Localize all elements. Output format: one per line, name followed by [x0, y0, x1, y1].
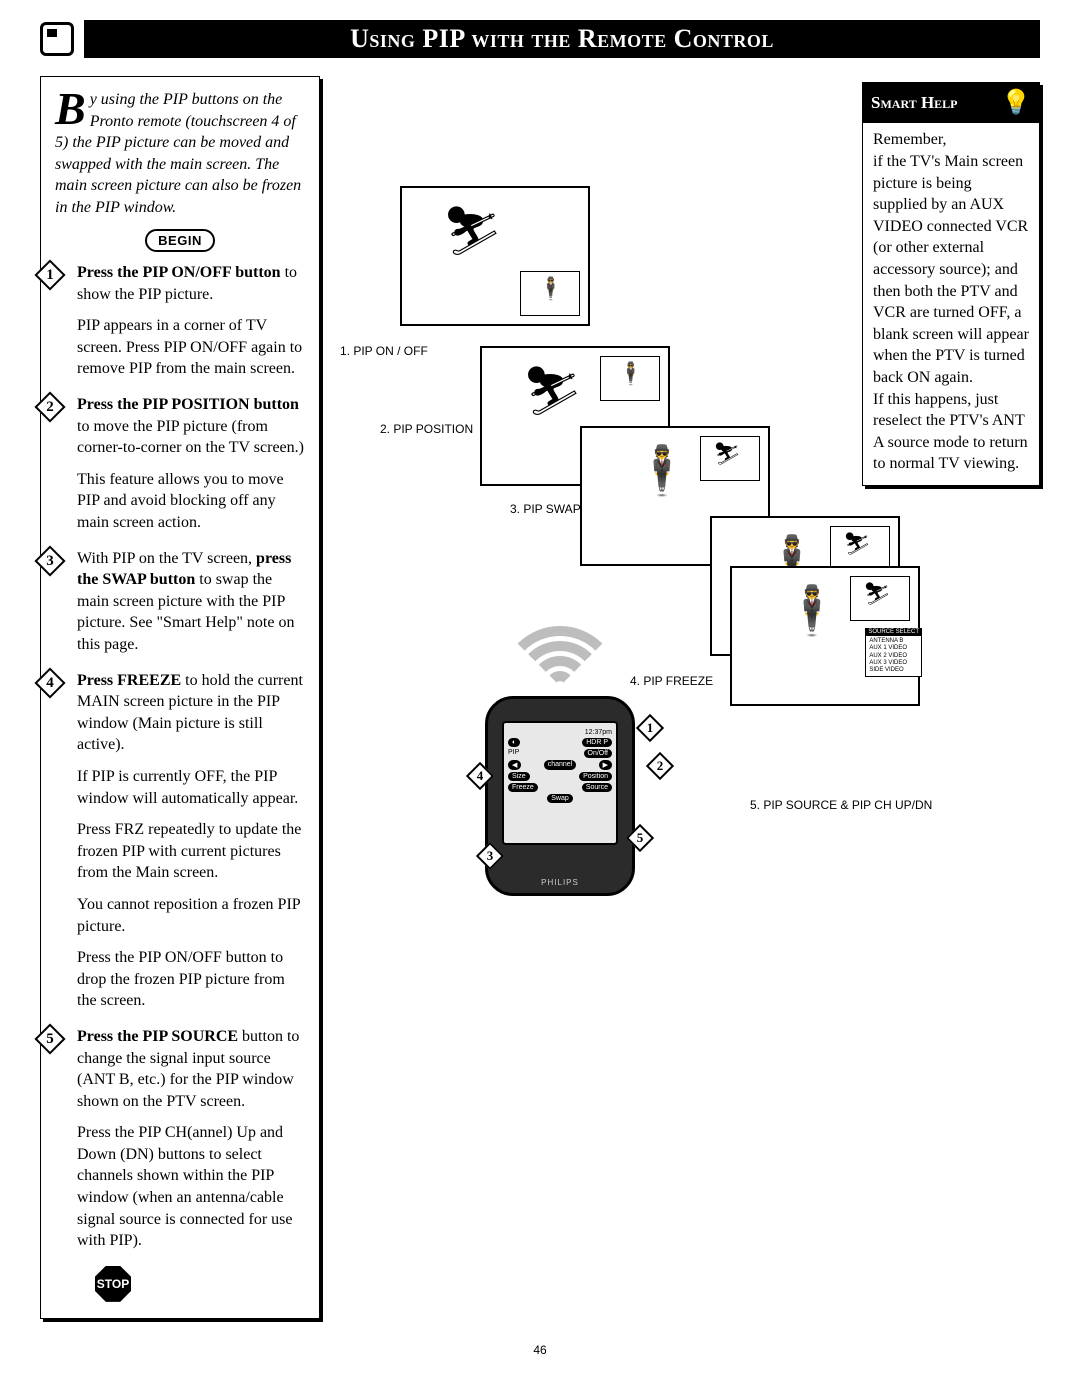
intro-text: By using the PIP buttons on the Pronto r… [55, 89, 305, 219]
remote-hdr: HDR P [582, 738, 612, 747]
remote-channel: channel [544, 760, 577, 770]
remote-freeze: Freeze [508, 783, 538, 792]
pip-window: ⛷ [700, 436, 760, 481]
conductor-icon: 🕴 [782, 588, 842, 636]
signal-icon [500, 606, 620, 686]
step: 5Press the PIP SOURCE button to change t… [55, 1026, 305, 1252]
skier-icon: ⛷ [843, 533, 871, 555]
step-paragraph: This feature allows you to move PIP and … [77, 469, 305, 534]
skier-icon: ⛷ [713, 443, 741, 465]
header-row: Using PIP with the Remote Control [40, 20, 1040, 58]
source-menu-item: ANTENNA B [869, 638, 918, 645]
skier-icon: ⛷ [863, 583, 891, 605]
step: 3With PIP on the TV screen, press the SW… [55, 548, 305, 656]
source-menu-item: AUX 1 VIDEO [869, 645, 918, 652]
step-paragraph: You cannot reposition a frozen PIP pictu… [77, 894, 305, 937]
step-paragraph: PIP appears in a corner of TV screen. Pr… [77, 315, 305, 380]
step: 1Press the PIP ON/OFF button to show the… [55, 262, 305, 380]
instructions-panel: By using the PIP buttons on the Pronto r… [40, 76, 320, 1319]
remote-onoff: On/Off [584, 749, 613, 758]
remote-pip-label: PIP [508, 749, 519, 758]
step: 4Press FREEZE to hold the current MAIN s… [55, 670, 305, 1012]
tv-screen-1: ⛷ 🕴 [400, 186, 590, 326]
callout-diamond: 1 [636, 714, 664, 742]
smart-help-panel: Smart Help 💡 Remember,if the TV's Main s… [862, 82, 1040, 486]
step-paragraph: Press the PIP SOURCE button to change th… [77, 1026, 305, 1112]
skier-icon: ⛷ [442, 208, 503, 256]
pip-window: 🕴 [520, 271, 580, 316]
step-paragraph: If PIP is currently OFF, the PIP window … [77, 766, 305, 809]
step-paragraph: Press the PIP CH(annel) Up and Down (DN)… [77, 1122, 305, 1252]
pip-window: ⛷ [830, 526, 890, 571]
page-title: Using PIP with the Remote Control [84, 20, 1040, 58]
main-area: By using the PIP buttons on the Pronto r… [40, 76, 1040, 1319]
step-paragraph: Press FRZ repeatedly to update the froze… [77, 819, 305, 884]
source-menu-item: SIDE VIDEO [869, 667, 918, 674]
remote-control: 12:37pm ◐HDR P PIPOn/Off ◀channel▶ SizeP… [485, 696, 635, 896]
remote-source: Source [582, 783, 612, 792]
remote-swap: Swap [547, 794, 573, 803]
dropcap: B [55, 91, 86, 127]
step-paragraph: Press the PIP POSITION button to move th… [77, 394, 305, 459]
caption-4: 4. PIP FREEZE [630, 674, 713, 688]
step-paragraph: With PIP on the TV screen, press the SWA… [77, 548, 305, 656]
tv-icon [40, 22, 74, 56]
pip-window: ⛷ [850, 576, 910, 621]
conductor-icon: 🕴 [537, 278, 564, 300]
callout-diamond: 2 [646, 752, 674, 780]
step-number-diamond: 4 [34, 667, 65, 698]
page-number: 46 [40, 1343, 1040, 1357]
step-paragraph: Press the PIP ON/OFF button to show the … [77, 262, 305, 305]
tv-screen-5: 🕴 ⛷ SOURCE SELECT ANTENNA B AUX 1 VIDEO … [730, 566, 920, 706]
remote-screen: 12:37pm ◐HDR P PIPOn/Off ◀channel▶ SizeP… [502, 721, 618, 845]
stop-badge: STOP [95, 1266, 131, 1302]
conductor-icon: 🕴 [617, 363, 644, 385]
caption-1: 1. PIP ON / OFF [340, 344, 428, 358]
remote-time: 12:37pm [585, 729, 612, 736]
caption-2: 2. PIP POSITION [380, 422, 473, 436]
caption-3: 3. PIP SWAP [510, 502, 581, 516]
step-paragraph: Press FREEZE to hold the current MAIN sc… [77, 670, 305, 756]
step-number-diamond: 3 [34, 545, 65, 576]
step-number-diamond: 2 [34, 392, 65, 423]
step-number-diamond: 5 [34, 1023, 65, 1054]
lightbulb-icon: 💡 [1001, 87, 1031, 119]
remote-size: Size [508, 772, 530, 781]
step-number-diamond: 1 [34, 260, 65, 291]
pip-window: 🕴 [600, 356, 660, 401]
intro-body: y using the PIP buttons on the Pronto re… [55, 91, 301, 216]
begin-badge: BEGIN [145, 229, 215, 253]
step-paragraph: Press the PIP ON/OFF button to drop the … [77, 947, 305, 1012]
source-menu: SOURCE SELECT ANTENNA B AUX 1 VIDEO AUX … [865, 628, 922, 677]
remote-position: Position [579, 772, 612, 781]
smart-help-title: Smart Help [871, 92, 958, 115]
skier-icon: ⛷ [522, 368, 583, 416]
smart-help-body: Remember,if the TV's Main screen picture… [863, 123, 1039, 485]
conductor-icon: 🕴 [632, 448, 692, 496]
step: 2Press the PIP POSITION button to move t… [55, 394, 305, 534]
source-menu-header: SOURCE SELECT [866, 629, 921, 636]
caption-5: 5. PIP SOURCE & PIP CH UP/DN [750, 798, 932, 812]
remote-brand: PHILIPS [488, 878, 632, 887]
source-menu-item: AUX 2 VIDEO [869, 653, 918, 660]
source-menu-item: AUX 3 VIDEO [869, 660, 918, 667]
